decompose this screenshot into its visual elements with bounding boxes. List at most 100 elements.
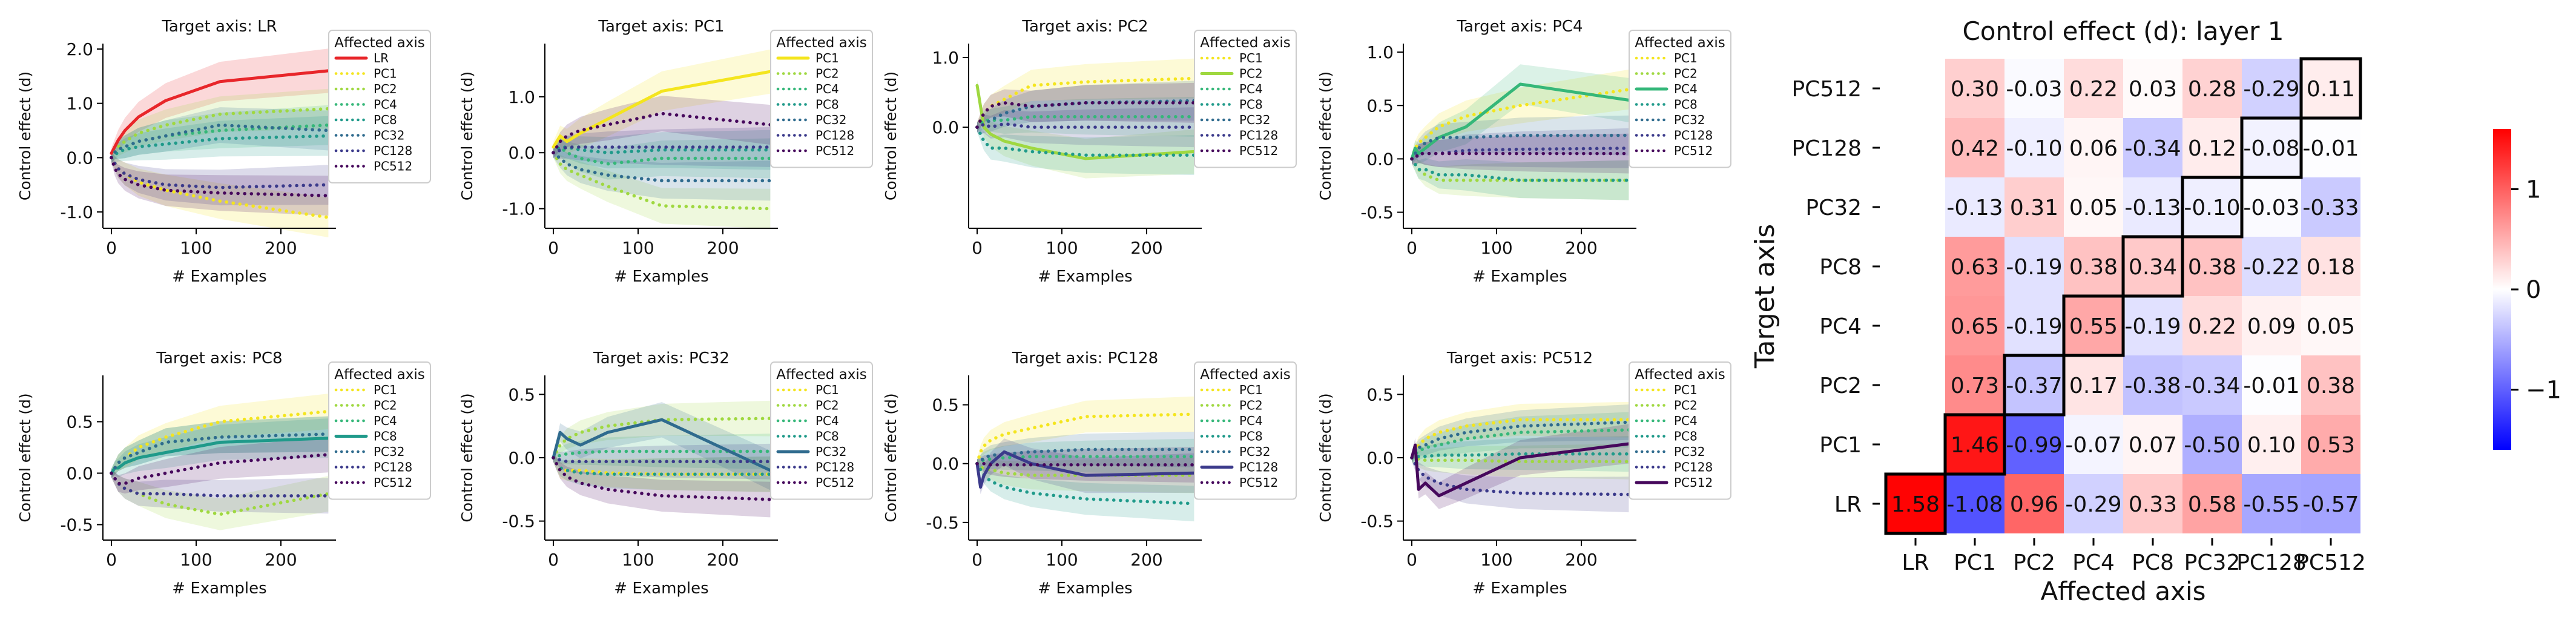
legend-label-pc32: PC32 — [815, 444, 846, 459]
cell-value: 0.12 — [2188, 136, 2236, 161]
y-tick-label: -0.5 — [502, 512, 535, 532]
series-line-pc512 — [975, 461, 1196, 467]
legend-label-pc32: PC32 — [1239, 444, 1270, 459]
series-line-pc32 — [110, 123, 331, 160]
band-pc512 — [1412, 133, 1629, 174]
legend-label-pc4: PC4 — [1674, 414, 1698, 428]
legend-label-pc4: PC4 — [815, 414, 839, 428]
heatmap-cell — [2301, 355, 2360, 415]
heatmap-cell — [2123, 118, 2182, 177]
heatmap-cell — [2064, 237, 2123, 296]
heatmap-title: Control effect (d): layer 1 — [1962, 16, 2284, 46]
cell-value: 0.28 — [2188, 77, 2236, 102]
heatmap-cell — [2182, 296, 2242, 355]
band-pc128 — [1412, 128, 1629, 168]
cell-value: -0.22 — [2243, 255, 2299, 280]
line-chart-8: -0.5 0.0 0.5 0 100 200 Target axis: PC512 # Exa… — [1317, 349, 1731, 598]
y-tick-label: LR — [1834, 492, 1862, 517]
heatmap-cell — [2182, 59, 2242, 118]
heatmap-cell — [2242, 237, 2301, 296]
y-tick-label: 0.0 — [66, 148, 93, 168]
legend-box — [1194, 30, 1297, 168]
legend-label-pc8: PC8 — [1674, 429, 1698, 444]
band-pc1 — [553, 49, 771, 154]
line-chart-1: -1.0 0.0 1.0 2.0 0 100 200 Target axis: LR # Exa… — [16, 18, 431, 286]
y-tick-label: 0.0 — [932, 117, 959, 137]
heatmap-cell — [2182, 355, 2242, 415]
heatmap-cell — [2064, 415, 2123, 474]
heatmap-cell — [2004, 415, 2064, 474]
series-line-pc8 — [1410, 157, 1631, 182]
x-axis-label: # Examples — [172, 268, 266, 286]
heatmap-cell — [2301, 59, 2360, 118]
diagonal-outline — [2181, 176, 2244, 239]
legend-label-pc1: PC1 — [374, 383, 397, 397]
series-line-pc32 — [552, 151, 772, 183]
series-line-pc2 — [975, 461, 1196, 477]
series-line-pc8 — [975, 125, 1196, 157]
chart-title: Target axis: LR — [161, 18, 277, 36]
heatmap-cell — [1886, 474, 1945, 533]
x-tick-label: 200 — [265, 550, 297, 570]
x-tick-label: PC8 — [2132, 550, 2174, 575]
line-chart-3: 0.0 1.0 0 100 200 Target axis: PC2 # Examples C… — [882, 18, 1297, 286]
cell-value: 0.53 — [2307, 433, 2355, 458]
cell-value: -0.10 — [2006, 136, 2062, 161]
x-tick-label: 0 — [1406, 238, 1417, 258]
x-tick-label: PC4 — [2072, 550, 2115, 575]
series-line-pc8 — [1410, 452, 1631, 460]
x-tick-label: 200 — [707, 550, 739, 570]
y-axis-label: Control effect (d) — [1317, 71, 1334, 200]
heatmap-cell — [2064, 59, 2123, 118]
series-line-pc1 — [975, 412, 1196, 466]
y-tick-label: 0.5 — [1366, 384, 1394, 404]
diagonal-outline — [2121, 235, 2184, 298]
band-pc512 — [977, 82, 1194, 133]
heatmap-cell — [2242, 296, 2301, 355]
cell-value: -0.38 — [2124, 374, 2181, 398]
legend-label-pc512: PC512 — [374, 159, 412, 174]
band-pc4 — [111, 416, 329, 478]
x-tick-label: 100 — [1046, 238, 1078, 258]
cell-value: -0.01 — [2302, 136, 2359, 161]
cell-value: -0.10 — [2184, 196, 2240, 220]
legend-box — [1629, 361, 1731, 500]
y-tick-label: PC32 — [1805, 196, 1862, 220]
legend-label-pc32: PC32 — [815, 113, 846, 127]
series-line-pc128 — [975, 122, 1196, 129]
x-tick-label: 100 — [1480, 238, 1512, 258]
series-line-pc8 — [975, 461, 1196, 506]
legend-label-pc128: PC128 — [1674, 460, 1713, 475]
series-line-pc2 — [552, 151, 772, 211]
chart-title: Target axis: PC32 — [593, 349, 730, 368]
legend-label-pc1: PC1 — [815, 383, 839, 397]
legend-label-pc1: PC1 — [1239, 383, 1263, 397]
heatmap-y-label: Target axis — [1750, 224, 1780, 369]
series-line-pc32 — [552, 418, 772, 472]
legend-label-pc8: PC8 — [1239, 97, 1263, 112]
legend-label-pc4: PC4 — [1674, 82, 1698, 96]
cell-value: 0.55 — [2069, 314, 2118, 339]
series-line-pc4 — [1410, 82, 1630, 160]
band-pc512 — [111, 437, 329, 494]
legend-title: Affected axis — [334, 367, 425, 383]
cell-value: -0.37 — [2006, 374, 2062, 398]
series-line-pc8 — [552, 145, 772, 154]
cell-value: -0.19 — [2006, 255, 2062, 280]
cell-value: -0.99 — [2006, 433, 2062, 458]
cell-value: 0.05 — [2069, 196, 2118, 220]
cell-value: 0.65 — [1951, 314, 1999, 339]
series-line-pc512 — [110, 156, 331, 197]
x-tick-label: 200 — [1130, 550, 1162, 570]
heatmap-cell — [1945, 118, 2004, 177]
cell-value: 1.58 — [1891, 492, 1940, 517]
x-tick-label: 0 — [548, 238, 559, 258]
heatmap-cell — [2123, 474, 2182, 533]
chart-title: Target axis: PC4 — [1456, 18, 1583, 36]
x-tick-label: PC2 — [2013, 550, 2055, 575]
line-chart-7: -0.5 0.0 0.5 0 100 200 Target axis: PC128 # Exa… — [882, 349, 1297, 598]
legend-box — [770, 30, 873, 168]
x-axis-label: # Examples — [1038, 579, 1132, 598]
heatmap-cell — [2242, 118, 2301, 177]
